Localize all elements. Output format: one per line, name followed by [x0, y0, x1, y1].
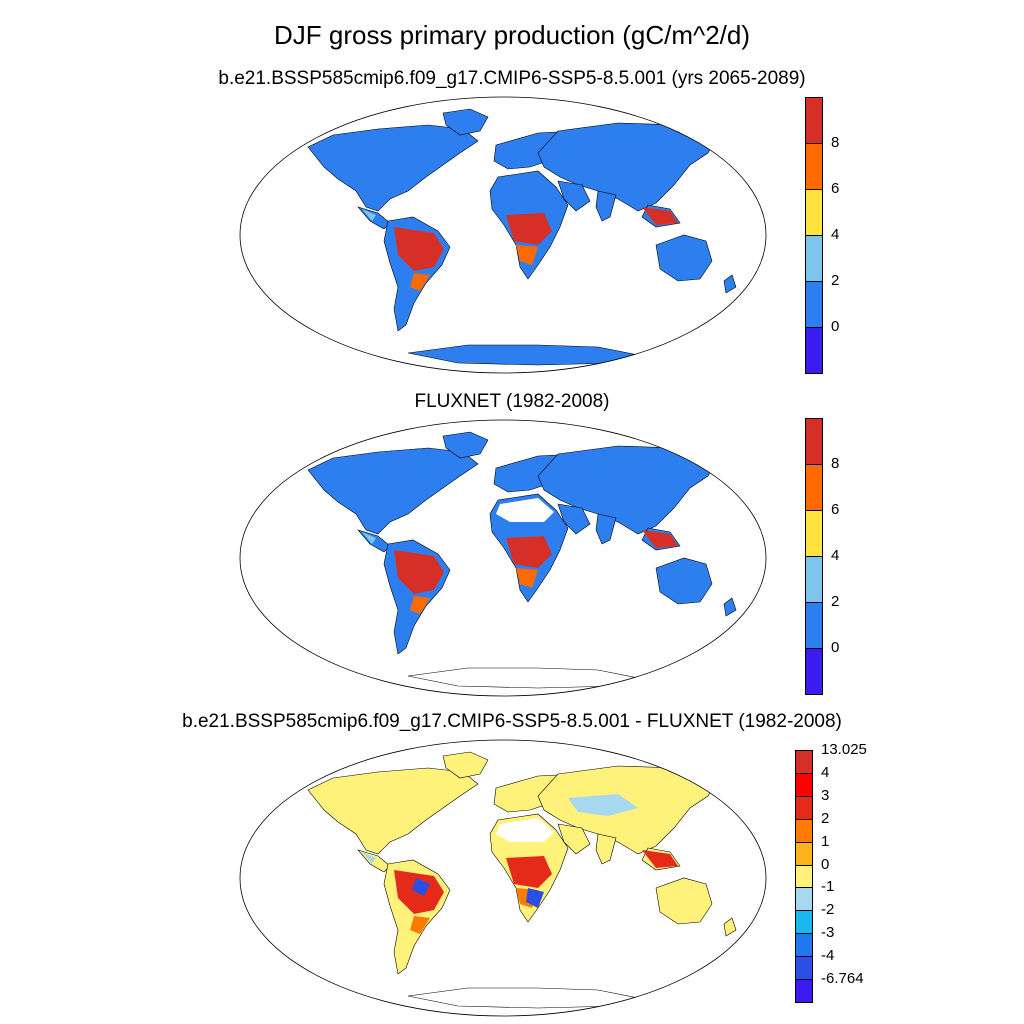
colorbar-tick-label: 0 [831, 639, 840, 656]
colorbar-tick-label: 1 [821, 832, 830, 850]
colorbar-tick-label: 2 [831, 593, 840, 610]
colorbar-tick-label: -2 [821, 901, 835, 919]
map-border [239, 96, 767, 374]
colorbar-tick-label: 13.025 [821, 741, 867, 758]
panel-2-colorbar: 8 6 4 2 0 [805, 418, 925, 695]
map-border [239, 419, 767, 697]
colorbar-swatch [795, 818, 813, 843]
colorbar-tick-label: 4 [831, 226, 840, 243]
colorbar-tick-label: 0 [821, 855, 830, 873]
colorbar-swatch [805, 648, 823, 695]
panel-3-subtitle: b.e21.BSSP585cmip6.f09_g17.CMIP6-SSP5-8.… [182, 711, 842, 732]
colorbar-tick-label: 8 [831, 134, 840, 151]
panel-1-subtitle: b.e21.BSSP585cmip6.f09_g17.CMIP6-SSP5-8.… [218, 68, 806, 89]
colorbar-swatch [805, 281, 823, 328]
colorbar-tick-label: 8 [831, 455, 840, 472]
colorbar-swatch [805, 327, 823, 374]
colorbar-swatch [805, 602, 823, 649]
colorbar-tick-label: 4 [821, 763, 830, 781]
colorbar-swatch [795, 772, 813, 797]
colorbar-swatch [805, 235, 823, 282]
colorbar-tick-label: 2 [821, 809, 830, 827]
colorbar-swatch [795, 750, 813, 774]
colorbar-swatch [805, 97, 823, 144]
colorbar-swatch [795, 864, 813, 889]
map-land [307, 108, 737, 366]
colorbar-tick-label: -1 [821, 878, 835, 896]
colorbar-swatch [805, 189, 823, 236]
colorbar-tick-label: -3 [821, 924, 835, 942]
panel-2-subtitle: FLUXNET (1982-2008) [414, 391, 610, 412]
panel-3-map [238, 738, 768, 1018]
figure-title: DJF gross primary production (gC/m^2/d) [274, 20, 750, 50]
colorbar-tick-label: 0 [831, 318, 840, 335]
map-land [307, 431, 737, 689]
colorbar-swatch [795, 887, 813, 912]
map-land [307, 751, 737, 1009]
colorbar-swatch [795, 956, 813, 981]
colorbar-tick-label: 3 [821, 786, 830, 804]
colorbar-tick-label: -6.764 [821, 970, 864, 988]
colorbar-tick-label: 6 [831, 501, 840, 518]
colorbar-tick-label: 4 [831, 547, 840, 564]
colorbar-swatch [795, 795, 813, 820]
colorbar-swatch [795, 841, 813, 866]
colorbar-swatch [795, 910, 813, 935]
colorbar-tick-label: -4 [821, 947, 835, 965]
colorbar-swatch [805, 556, 823, 603]
colorbar-swatch [805, 510, 823, 557]
panel-1-map [238, 95, 768, 375]
colorbar-swatch [805, 418, 823, 465]
panel-1-colorbar: 8 6 4 2 0 [805, 97, 925, 374]
map-border [239, 739, 767, 1017]
colorbar-swatch [805, 143, 823, 190]
colorbar-tick-label: 2 [831, 272, 840, 289]
colorbar-swatch [795, 979, 813, 1003]
panel-3-colorbar: 13.025 4 3 2 1 0 -1 -2 -3 -4 -6.764 [795, 742, 915, 1003]
panel-2-map [238, 418, 768, 698]
colorbar-tick-label: 6 [831, 180, 840, 197]
colorbar-swatch [805, 464, 823, 511]
colorbar-swatch [795, 933, 813, 958]
